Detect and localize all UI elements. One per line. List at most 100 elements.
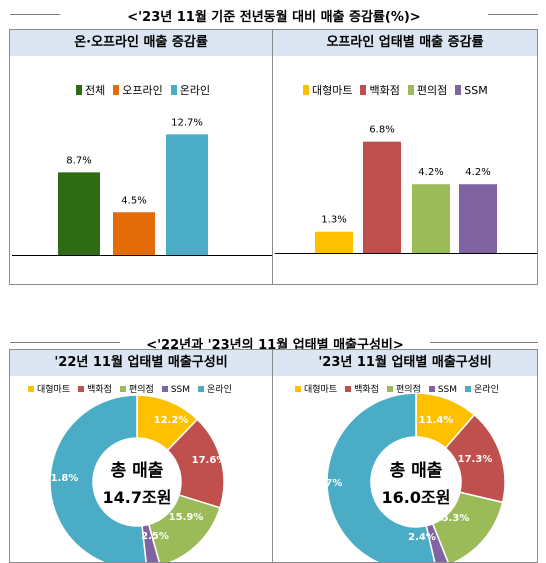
- legend-item-3-1: 백화점: [345, 382, 379, 395]
- bar-label-0-1: 4.5%: [121, 195, 146, 206]
- legend-swatch: [119, 386, 126, 392]
- legend-item-2-3: SSM: [161, 385, 191, 395]
- legend-swatch: [295, 386, 301, 392]
- bar-0-1: [113, 212, 155, 255]
- legend-item-1-2: 편의점: [407, 82, 447, 98]
- legend-swatch: [345, 386, 352, 392]
- bar-label-0-2: 12.7%: [171, 117, 203, 128]
- legend-label: SSM: [170, 385, 191, 395]
- bottom-title-rule-right: [430, 342, 538, 343]
- legend-item-0-2: 온라인: [170, 82, 211, 98]
- legend-item-2-1: 백화점: [78, 382, 112, 395]
- legend-label: 전체: [85, 84, 106, 97]
- legend-swatch: [198, 386, 205, 392]
- bar-label-1-1: 6.8%: [369, 125, 394, 136]
- bar-chart-1-title: 온·오프라인 매출 증감률: [10, 30, 272, 56]
- bar-label-1-2: 4.2%: [418, 167, 443, 178]
- legend-item-2-4: 온라인: [198, 382, 232, 395]
- pie-label-2-2: 15.9%: [169, 512, 204, 523]
- top-title-rule-left: [10, 14, 60, 15]
- legend-label: 백화점: [369, 84, 400, 97]
- legend-item-1-3: SSM: [455, 84, 488, 97]
- pie-label-2-0: 12.2%: [154, 415, 189, 426]
- legend-swatch: [78, 386, 85, 392]
- pie-slice-3-2: [431, 491, 504, 562]
- legend-item-3-4: 온라인: [465, 382, 499, 395]
- legend-item-3-3: SSM: [428, 385, 458, 395]
- bar-panel-offline-formats: 오프라인 업태별 매출 증감률 대형마트 백화점 편의점 SSM 1.3% 6.8% 4.…: [272, 29, 538, 285]
- legend-item-1-0: 대형마트: [303, 82, 352, 98]
- legend-item-0-1: 오프라인: [113, 82, 163, 98]
- pie-label-3-3: 2.4%: [408, 532, 436, 543]
- legend-label: SSM: [437, 385, 458, 395]
- bar-1-3: [459, 184, 497, 253]
- legend-swatch: [455, 85, 462, 95]
- pie-slice-2-2: [147, 494, 222, 562]
- legend-swatch: [113, 85, 120, 95]
- legend-label: 백화점: [87, 385, 112, 395]
- legend-swatch: [465, 386, 472, 392]
- legend-label: SSM: [464, 84, 488, 97]
- bar-panel-online-offline: 온·오프라인 매출 증감률 전체 오프라인 온라인 8.7% 4.5% 12.7%: [9, 29, 273, 285]
- legend-item-0-0: 전체: [76, 82, 105, 98]
- bar-label-1-3: 4.2%: [465, 167, 490, 178]
- bar-chart-2-title: 오프라인 업태별 매출 증감률: [273, 30, 537, 56]
- bar-1-0: [315, 231, 353, 253]
- pie-chart-2023-legend: 대형마트 백화점 편의점 SSM 온라인: [295, 382, 507, 395]
- pie-label-2-3: 2.5%: [141, 531, 169, 542]
- pie-chart-2022-title: '22년 11월 업태별 매출구성비: [10, 350, 272, 376]
- pie-center-value-2: 14.7조원: [103, 488, 172, 507]
- legend-swatch: [386, 386, 393, 392]
- pie-label-2-1: 17.6%: [192, 455, 227, 466]
- legend-item-2-0: 대형마트: [28, 382, 70, 395]
- legend-swatch: [360, 85, 367, 95]
- legend-swatch: [303, 85, 309, 95]
- pie-chart-2023: 11.4% 17.3% 15.3% 2.4% 53.7% 총 매출 16.0조원: [308, 392, 506, 562]
- bar-chart-2-legend: 대형마트 백화점 편의점 SSM: [303, 82, 496, 98]
- pie-label-3-2: 15.3%: [435, 513, 470, 524]
- pie-panel-2022: '22년 11월 업태별 매출구성비 대형마트 백화점 편의점 SSM 온라인 12.2…: [9, 349, 273, 563]
- legend-label: 대형마트: [312, 84, 353, 97]
- legend-label: 온라인: [474, 385, 499, 395]
- pie-slice-3-4: [326, 392, 436, 562]
- legend-label: 오프라인: [122, 84, 163, 97]
- pie-label-3-0: 11.4%: [419, 415, 454, 426]
- legend-label: 편의점: [395, 385, 421, 395]
- top-section-title: <'23년 11월 기준 전년동월 대비 매출 증감률(%)>: [127, 10, 421, 25]
- pie-chart-2022: 12.2% 17.6% 15.9%2.5% 51.8% 총 매출 14.7조원: [44, 394, 227, 562]
- pie-chart-2022-legend: 대형마트 백화점 편의점 SSM 온라인: [28, 382, 240, 395]
- bottom-title-rule-left: [10, 342, 120, 343]
- pie-label-2-4: 51.8%: [44, 473, 79, 484]
- bar-1-2: [412, 184, 450, 253]
- legend-swatch: [170, 85, 177, 95]
- legend-label: 백화점: [354, 385, 379, 395]
- pie-label-3-1: 17.3%: [458, 454, 493, 465]
- bar-label-0-0: 8.7%: [66, 155, 91, 166]
- pie-center-label-2: 총 매출: [111, 461, 164, 481]
- bar-chart-1: 8.7% 4.5% 12.7%: [12, 117, 272, 256]
- pie-panel-2023: '23년 11월 업태별 매출구성비 대형마트 백화점 편의점 SSM 온라인 11.4…: [272, 349, 538, 563]
- top-title-rule-right: [488, 14, 538, 15]
- legend-label: 온라인: [207, 385, 232, 395]
- pie-label-3-4: 53.7%: [308, 478, 343, 489]
- legend-item-3-2: 편의점: [386, 382, 421, 395]
- pie-slice-2-4: [49, 394, 147, 562]
- pie-center-label-3: 총 매출: [390, 461, 443, 481]
- bar-label-1-0: 1.3%: [321, 215, 346, 226]
- legend-swatch: [28, 386, 34, 392]
- legend-item-1-1: 백화점: [360, 82, 400, 98]
- pie-chart-2023-title: '23년 11월 업태별 매출구성비: [273, 350, 537, 376]
- legend-swatch: [161, 386, 168, 392]
- legend-item-3-0: 대형마트: [295, 382, 337, 395]
- legend-swatch: [76, 85, 82, 95]
- legend-swatch: [407, 85, 414, 95]
- bar-0-0: [58, 172, 100, 255]
- bar-chart-2: 1.3% 6.8% 4.2% 4.2%: [275, 125, 537, 254]
- bar-chart-1-legend: 전체 오프라인 온라인: [76, 82, 218, 98]
- bar-1-1: [363, 141, 401, 253]
- legend-label: 대형마트: [37, 385, 71, 395]
- bar-0-2: [166, 134, 208, 255]
- legend-label: 온라인: [179, 84, 211, 97]
- legend-label: 편의점: [128, 385, 154, 395]
- legend-label: 대형마트: [304, 385, 338, 395]
